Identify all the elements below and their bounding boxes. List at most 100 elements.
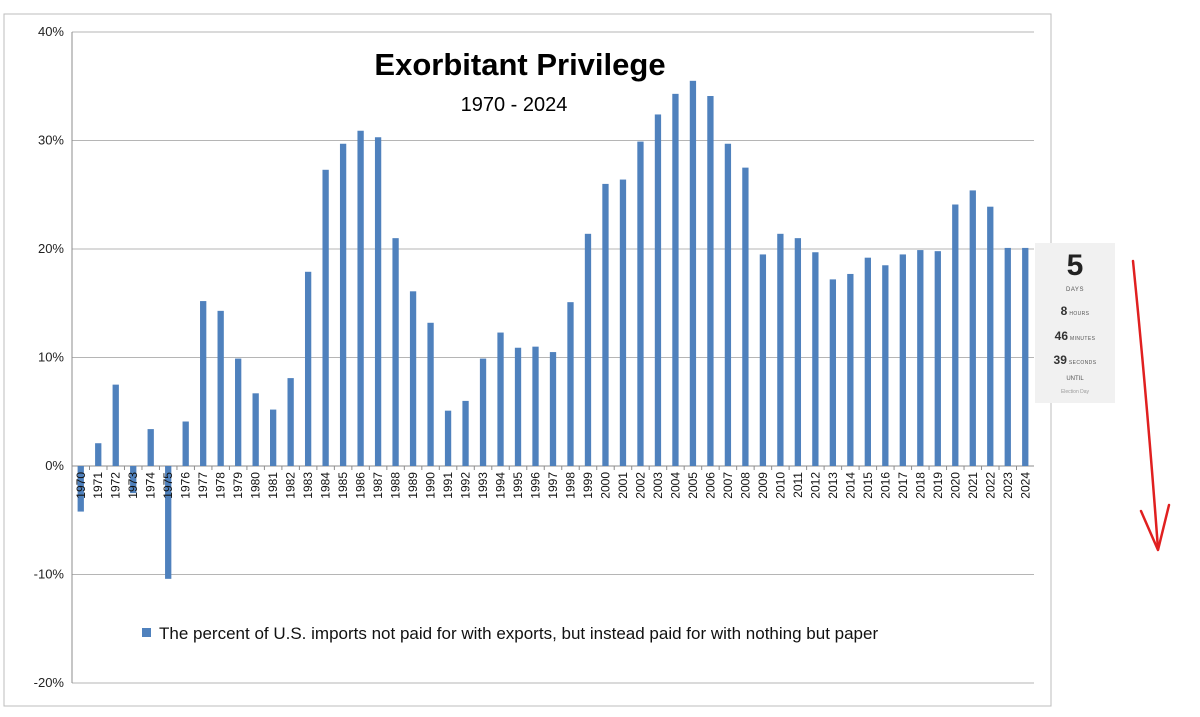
- y-tick-label: -10%: [34, 567, 65, 582]
- x-tick-label: 1976: [179, 472, 193, 499]
- x-tick-label: 1985: [336, 472, 350, 499]
- x-tick-label: 1978: [214, 472, 228, 499]
- x-tick-label: 2000: [598, 472, 612, 499]
- countdown-hours-value: 8: [1060, 304, 1068, 318]
- x-tick-label: 1986: [354, 472, 368, 499]
- countdown-until-label: UNTIL: [1066, 376, 1084, 382]
- bar-1990: [427, 322, 434, 466]
- bar-2010: [777, 233, 784, 466]
- x-tick-label: 1991: [441, 472, 455, 499]
- x-tick-label: 2023: [1001, 472, 1015, 499]
- bar-2020: [952, 204, 959, 466]
- bar-2007: [724, 143, 732, 466]
- bar-2019: [934, 251, 941, 466]
- bar-1975: [165, 466, 172, 579]
- bar-2012: [812, 252, 819, 466]
- x-tick-label: 1983: [301, 472, 315, 499]
- x-tick-label: 1974: [144, 472, 158, 499]
- x-tick-label: 2007: [721, 472, 735, 499]
- bar-2006: [707, 96, 714, 466]
- bar-2009: [759, 254, 767, 466]
- x-tick-label: 2019: [931, 472, 945, 499]
- bar-1971: [95, 443, 102, 466]
- bar-1970: [77, 466, 84, 512]
- bar-1995: [514, 347, 522, 466]
- bar-1978: [217, 310, 224, 466]
- bar-2015: [864, 257, 871, 466]
- arrow-shaft: [1131, 259, 1160, 551]
- bar-2013: [829, 279, 837, 466]
- y-tick-label: 30%: [38, 133, 64, 148]
- bar-1985: [339, 143, 347, 466]
- x-tick-label: 2001: [616, 472, 630, 499]
- x-tick-label: 2020: [948, 472, 962, 499]
- x-tick-label: 1984: [319, 472, 333, 499]
- bar-1972: [112, 384, 119, 467]
- bar-2018: [917, 250, 924, 466]
- chart-subtitle: 1970 - 2024: [461, 94, 568, 116]
- bar-2021: [969, 190, 976, 466]
- bar-1976: [182, 421, 189, 466]
- bar-1988: [392, 238, 399, 466]
- bar-1998: [567, 302, 574, 466]
- x-tick-label: 1988: [389, 472, 403, 499]
- bar-1981: [270, 409, 277, 466]
- countdown-days-value: 5: [1066, 249, 1084, 282]
- x-tick-label: 2015: [861, 472, 875, 499]
- x-tick-label: 2002: [633, 472, 647, 499]
- x-tick-label: 2024: [1018, 472, 1032, 499]
- bar-1980: [252, 393, 259, 466]
- x-tick-label: 1992: [459, 472, 473, 499]
- bar-2008: [742, 167, 749, 467]
- x-tick-label: 2013: [826, 472, 840, 499]
- countdown-days-label: DAYS: [1066, 287, 1084, 293]
- bar-2001: [619, 179, 627, 466]
- x-tick-label: 1993: [476, 472, 490, 499]
- x-axis-ticks: 1970 1971 1972 1973 1974 1975 1976 1977 1978 1979…: [74, 472, 1033, 499]
- x-tick-label: 2012: [808, 472, 822, 499]
- bar-1994: [497, 332, 504, 466]
- countdown-seconds-label: SECONDS: [1068, 360, 1097, 366]
- x-tick-label: 1987: [371, 472, 385, 499]
- y-tick-label: 0%: [45, 458, 64, 473]
- bar-1984: [322, 169, 329, 467]
- countdown-widget: 5 DAYS 8 HOURS 46 MINUTES 39 SECONDS UNTIL …: [1035, 243, 1115, 403]
- bar-2014: [847, 273, 854, 466]
- x-tick-label: 1997: [546, 472, 560, 499]
- x-tick-label: 1981: [266, 472, 280, 499]
- gridlines: [71, 31, 1034, 684]
- x-tick-label: 1977: [196, 472, 210, 499]
- x-tick-label: 1980: [249, 472, 263, 499]
- bar-1987: [374, 137, 382, 466]
- countdown-hours-label: HOURS: [1069, 311, 1090, 317]
- red-arrow-annotation: [1131, 259, 1171, 552]
- x-tick-label: 1999: [581, 472, 595, 499]
- chart-title: Exorbitant Privilege: [374, 47, 665, 82]
- bar-1991: [444, 410, 452, 466]
- x-tick-label: 2004: [668, 472, 682, 499]
- countdown-seconds: 39 SECONDS: [1035, 351, 1115, 369]
- countdown-minutes-label: MINUTES: [1070, 336, 1096, 342]
- bars: [77, 80, 1029, 579]
- x-tick-label: 1994: [494, 472, 508, 499]
- x-tick-label: 2010: [773, 472, 787, 499]
- x-tick-label: 2017: [896, 472, 910, 499]
- legend-swatch: [142, 628, 151, 637]
- y-tick-label: 40%: [38, 24, 64, 39]
- x-tick-label: 2005: [686, 472, 700, 499]
- countdown-minutes-value: 46: [1054, 329, 1069, 343]
- x-tick-label: 2009: [756, 472, 770, 499]
- bar-2011: [794, 238, 802, 466]
- bar-1999: [584, 233, 592, 466]
- x-tick-label: 1971: [91, 472, 105, 499]
- bar-2023: [1004, 247, 1011, 466]
- bar-1974: [147, 429, 154, 466]
- bar-1993: [479, 358, 487, 466]
- bar-2003: [654, 114, 662, 467]
- bar-1977: [200, 301, 207, 466]
- y-tick-label: 20%: [38, 241, 64, 256]
- bar-2002: [637, 141, 644, 466]
- bar-1983: [304, 271, 312, 466]
- x-tick-label: 1973: [126, 472, 140, 499]
